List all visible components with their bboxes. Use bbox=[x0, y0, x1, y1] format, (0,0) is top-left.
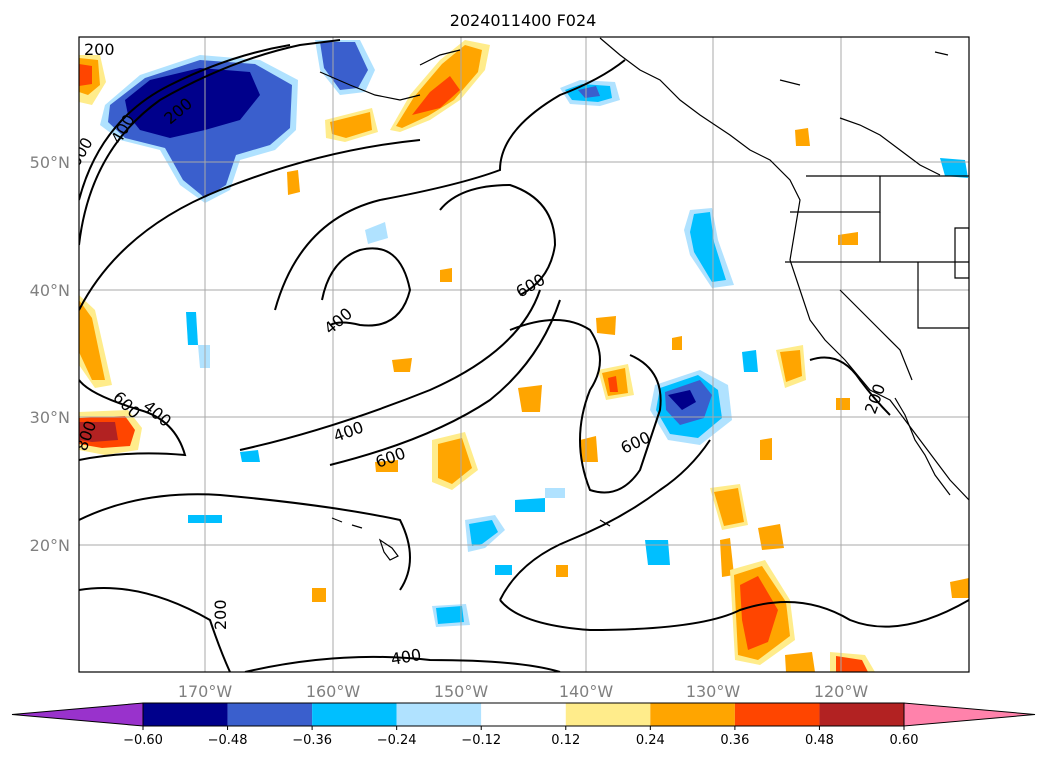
colorbar-segment bbox=[565, 703, 651, 726]
lon-label: 160°W bbox=[306, 682, 361, 701]
contour-label: 200 bbox=[211, 599, 230, 630]
lat-label: 30°N bbox=[30, 408, 70, 427]
colorbar-tick-label: −0.36 bbox=[292, 733, 332, 748]
colorbar-segment bbox=[396, 703, 482, 726]
lon-label: 170°W bbox=[178, 682, 233, 701]
lat-label: 50°N bbox=[30, 153, 70, 172]
positive-anomaly-fields bbox=[79, 40, 969, 672]
colorbar-tick-label: −0.12 bbox=[461, 733, 501, 748]
map-frame bbox=[78, 36, 970, 673]
colorbar-tick-label: 0.24 bbox=[636, 733, 665, 748]
map-area: 200 200 600 400 400 600 600 400 800 400 … bbox=[79, 37, 969, 672]
latitude-labels: 50°N 40°N 30°N 20°N bbox=[30, 153, 70, 555]
colorbar-tick-label: 0.36 bbox=[720, 733, 749, 748]
colorbar-segment bbox=[734, 703, 820, 726]
lat-label: 20°N bbox=[30, 536, 70, 555]
colorbar-tick-label: −0.24 bbox=[377, 733, 417, 748]
contour-lines bbox=[79, 39, 969, 672]
colorbar-extend-high bbox=[903, 702, 1036, 727]
colorbar-segment bbox=[312, 703, 397, 726]
colorbar: −0.60 −0.48 −0.36 −0.24 −0.12 0.12 0.24 0.36 0.4… bbox=[11, 702, 1036, 748]
colorbar-tick-label: −0.60 bbox=[123, 733, 163, 748]
colorbar-segment bbox=[819, 703, 904, 726]
figure-title: 2024011400 F024 bbox=[450, 11, 597, 30]
colorbar-tick-label: −0.48 bbox=[208, 733, 248, 748]
colorbar-extend-low bbox=[11, 702, 144, 727]
contour-label: 200 bbox=[84, 40, 115, 59]
colorbar-tick-label: 0.12 bbox=[551, 733, 580, 748]
coastlines bbox=[319, 37, 969, 561]
lon-label: 140°W bbox=[559, 682, 614, 701]
lon-label: 150°W bbox=[434, 682, 489, 701]
lon-label: 130°W bbox=[686, 682, 741, 701]
colorbar-segment bbox=[227, 703, 313, 726]
colorbar-frame bbox=[142, 702, 905, 727]
gridlines bbox=[79, 37, 969, 672]
lat-label: 40°N bbox=[30, 281, 70, 300]
colorbar-tick-label: 0.60 bbox=[890, 733, 919, 748]
colorbar-segment bbox=[650, 703, 735, 726]
longitude-labels: 170°W 160°W 150°W 140°W 130°W 120°W bbox=[178, 682, 869, 701]
lon-label: 120°W bbox=[814, 682, 869, 701]
colorbar-segment bbox=[481, 703, 566, 726]
colorbar-segment bbox=[143, 703, 228, 726]
colorbar-tick-label: 0.48 bbox=[805, 733, 834, 748]
